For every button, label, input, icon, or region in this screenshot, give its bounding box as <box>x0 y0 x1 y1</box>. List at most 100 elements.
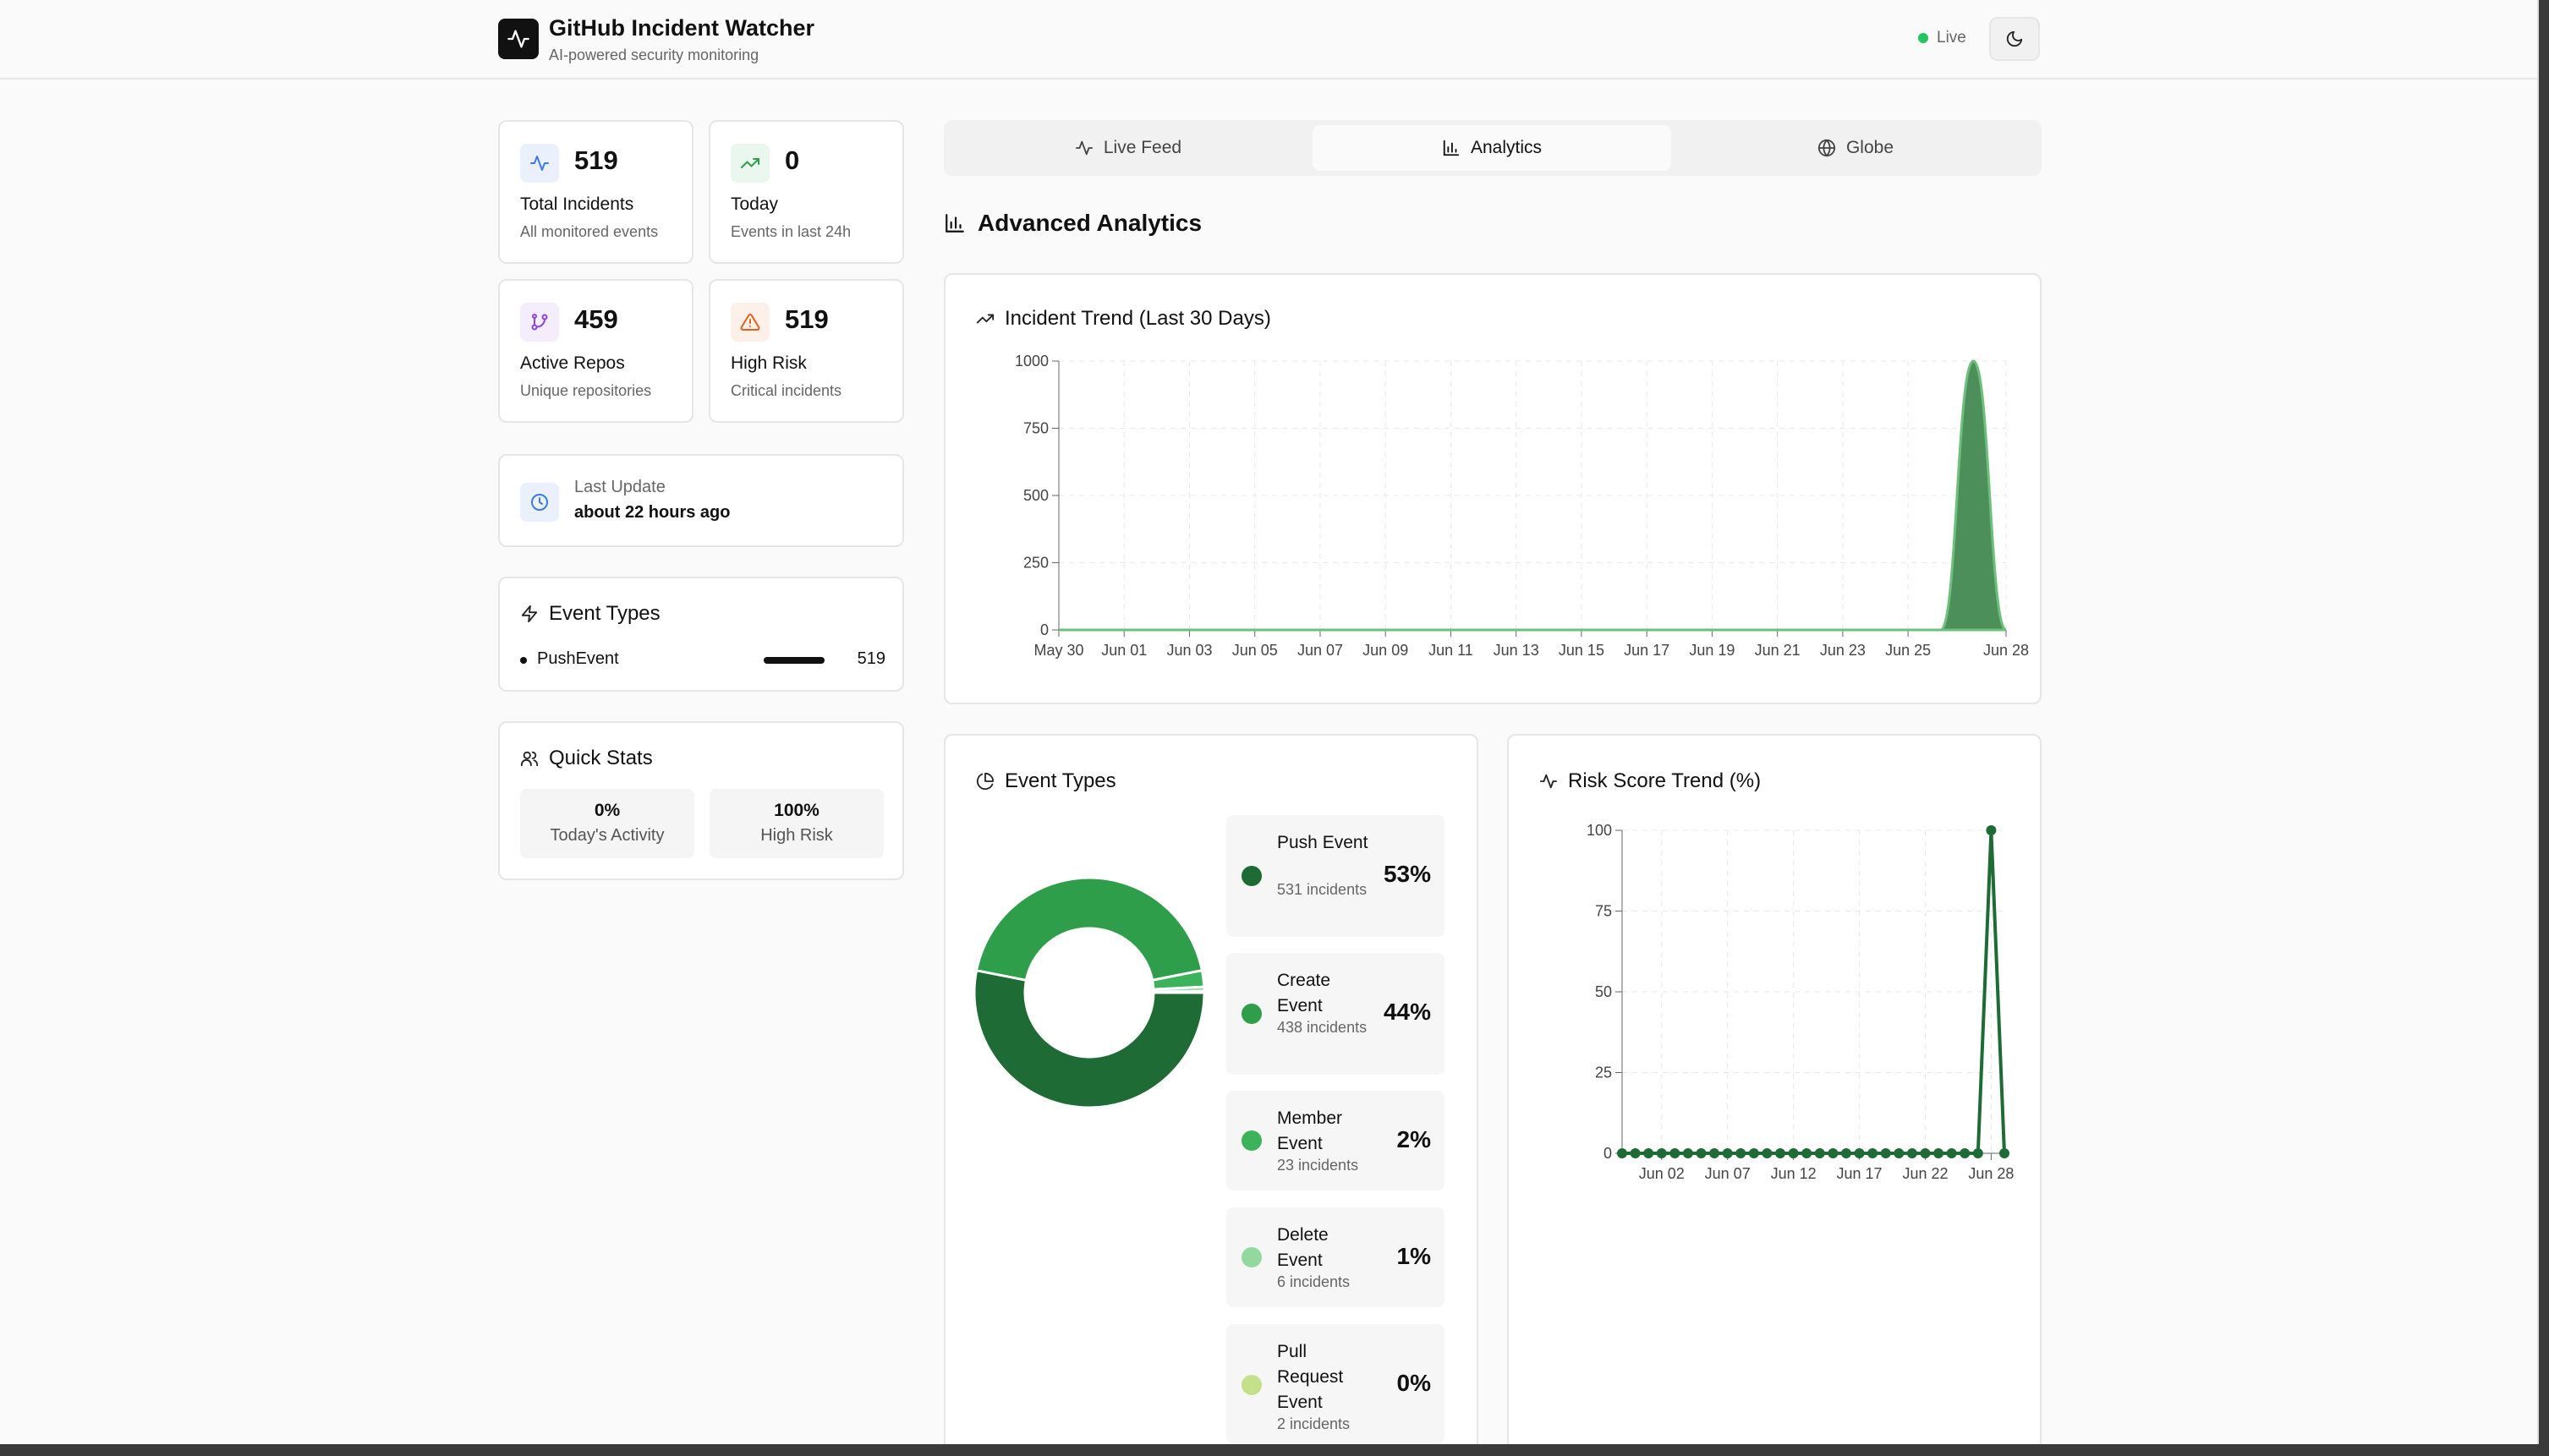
risk-point <box>1801 1148 1812 1158</box>
stat-sublabel: Unique repositories <box>520 382 652 399</box>
top-bar: GitHub Incident Watcher AI-powered secur… <box>0 0 2537 79</box>
legend-swatch <box>1242 866 1262 886</box>
activity-icon <box>530 156 549 171</box>
quick-stat-high-risk: 100% High Risk <box>710 789 884 858</box>
risk-point <box>1762 1148 1773 1158</box>
quick-stat-label: Today's Activity <box>550 826 665 845</box>
moon-icon <box>2006 30 2023 47</box>
event-type-bar-fill <box>764 657 825 664</box>
card-title: Risk Score Trend (%) <box>1539 769 1761 793</box>
analytics-title: Advanced Analytics <box>978 210 1203 236</box>
x-tick-label: Jun 09 <box>1362 642 1408 659</box>
x-tick-label: Jun 22 <box>1902 1165 1948 1182</box>
x-tick-label: Jun 25 <box>1885 642 1931 659</box>
incident-trend-chart: 0 250 500 750 1000 May 30 Jun 01 Jun 03 Jun 05 Ju… <box>1015 353 2029 659</box>
x-tick-label: Jun 03 <box>1166 642 1212 659</box>
donut-slice <box>974 876 1204 983</box>
legend-swatch <box>1242 1130 1262 1151</box>
tab-analytics[interactable]: Analytics <box>1313 125 1671 171</box>
legend-name: Delete Event <box>1277 1225 1329 1270</box>
alert-triangle-icon <box>740 313 760 331</box>
stat-value: 459 <box>574 304 618 334</box>
legend-item-push-event: Push Event 531 incidents 53% <box>1226 815 1444 937</box>
sidebar-event-types-title: Event Types <box>549 602 661 625</box>
activity-icon <box>1539 774 1558 789</box>
risk-point <box>1775 1148 1786 1158</box>
legend-item-delete-event: Delete Event 6 incidents 1% <box>1226 1207 1444 1307</box>
risk-point <box>1643 1148 1654 1158</box>
legend-item-pull-request-event: Pull Request Event 2 incidents 0% <box>1226 1324 1444 1444</box>
risk-point <box>1722 1148 1733 1158</box>
tab-globe[interactable]: Globe <box>1676 125 2035 171</box>
x-tick-label: Jun 05 <box>1232 642 1278 659</box>
legend-item-create-event: Create Event 438 incidents 44% <box>1226 953 1444 1075</box>
x-tick-label: Jun 17 <box>1837 1165 1883 1182</box>
y-tick-label: 250 <box>1023 555 1049 572</box>
users-icon <box>520 751 539 767</box>
legend-percent: 0% <box>1396 1370 1431 1396</box>
risk-point <box>1709 1148 1720 1158</box>
stat-sublabel: Events in last 24h <box>731 223 852 240</box>
legend-percent: 53% <box>1383 861 1431 887</box>
legend-count: 438 incidents <box>1277 1019 1368 1036</box>
risk-point <box>1828 1148 1839 1158</box>
legend-name: Member Event <box>1277 1108 1343 1153</box>
risk-point <box>1960 1148 1971 1158</box>
risk-point <box>1946 1148 1957 1158</box>
donut-slice <box>1152 989 1206 994</box>
card-title: Event Types <box>520 602 661 626</box>
theme-toggle-button[interactable] <box>1989 17 2040 61</box>
risk-point <box>1867 1148 1878 1158</box>
card-title: Quick Stats <box>520 747 653 770</box>
risk-point <box>1986 825 1997 835</box>
quick-stats-card: Quick Stats 0% Today's Activity 100% Hig… <box>498 721 904 880</box>
globe-icon <box>1817 139 1836 157</box>
bar-chart-icon <box>1443 140 1460 156</box>
legend-swatch <box>1242 1004 1262 1024</box>
risk-point <box>1880 1148 1891 1158</box>
stat-value: 0 <box>785 145 800 175</box>
x-tick-label: Jun 07 <box>1297 642 1343 659</box>
y-tick-label: 500 <box>1023 487 1049 504</box>
activity-icon <box>1075 140 1093 156</box>
app-logo <box>498 19 539 59</box>
risk-point <box>1788 1148 1799 1158</box>
x-tick-label: Jun 15 <box>1559 642 1604 659</box>
git-branch-icon <box>531 314 548 331</box>
risk-point <box>1840 1148 1851 1158</box>
stat-value: 519 <box>785 304 829 334</box>
x-tick-label: Jun 28 <box>1968 1165 2014 1182</box>
tab-live-feed[interactable]: Live Feed <box>949 125 1307 171</box>
risk-point <box>1814 1148 1825 1158</box>
risk-score-title: Risk Score Trend (%) <box>1568 769 1762 792</box>
stat-card-today: 0 Today Events in last 24h <box>709 120 904 264</box>
risk-point <box>1972 1148 1983 1158</box>
y-tick-label: 75 <box>1595 903 1612 920</box>
event-type-bar-track <box>764 657 825 664</box>
analytics-heading: Advanced Analytics <box>944 210 1202 237</box>
event-type-name: PushEvent <box>537 649 619 668</box>
x-tick-label: Jun 21 <box>1755 642 1801 659</box>
legend-item-member-event: Member Event 23 incidents 2% <box>1226 1091 1444 1191</box>
donut-slice <box>973 968 1206 1109</box>
trending-up-icon <box>741 158 759 168</box>
legend-percent: 1% <box>1396 1243 1431 1269</box>
live-dot <box>1918 33 1928 43</box>
legend-swatch <box>1242 1375 1262 1395</box>
y-tick-label: 750 <box>1023 420 1049 437</box>
quick-stat-value: 100% <box>774 801 820 820</box>
view-tabs: Live Feed Analytics Globe <box>944 120 2042 176</box>
event-type-row: PushEvent 519 <box>520 648 885 673</box>
y-tick-label: 1000 <box>1015 353 1049 369</box>
bar-chart-icon <box>946 214 964 233</box>
zap-icon <box>521 605 538 623</box>
x-tick-label: Jun 02 <box>1639 1165 1685 1182</box>
legend-count: 531 incidents <box>1277 881 1368 898</box>
x-tick-label: May 30 <box>1033 642 1083 659</box>
x-tick-label: Jun 23 <box>1820 642 1866 659</box>
stat-sublabel: All monitored events <box>520 223 659 240</box>
x-tick-label: Jun 12 <box>1771 1165 1817 1182</box>
card-title: Incident Trend (Last 30 Days) <box>976 307 1271 331</box>
stat-sublabel: Critical incidents <box>731 382 842 399</box>
risk-point <box>1933 1148 1944 1158</box>
